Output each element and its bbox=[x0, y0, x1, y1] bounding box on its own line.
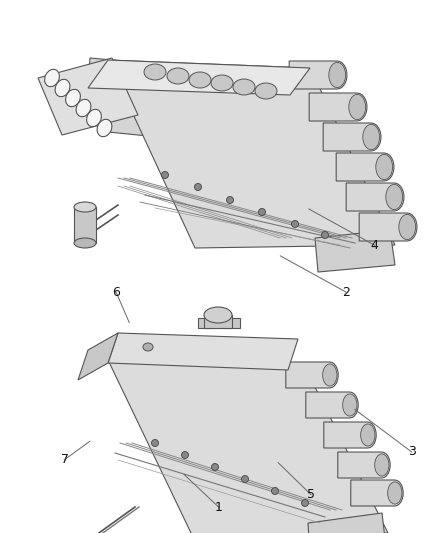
Polygon shape bbox=[346, 183, 404, 211]
Ellipse shape bbox=[376, 155, 392, 180]
Ellipse shape bbox=[323, 364, 337, 386]
Text: 6: 6 bbox=[112, 286, 120, 298]
Polygon shape bbox=[323, 123, 381, 151]
Text: 1: 1 bbox=[215, 501, 223, 514]
Polygon shape bbox=[198, 318, 240, 328]
Ellipse shape bbox=[292, 221, 299, 228]
Polygon shape bbox=[108, 60, 395, 248]
Ellipse shape bbox=[211, 75, 233, 91]
Polygon shape bbox=[286, 362, 338, 388]
Polygon shape bbox=[78, 333, 118, 380]
Polygon shape bbox=[338, 452, 390, 478]
Ellipse shape bbox=[204, 307, 232, 323]
Ellipse shape bbox=[233, 79, 255, 95]
Polygon shape bbox=[88, 58, 240, 145]
Ellipse shape bbox=[388, 482, 402, 504]
Polygon shape bbox=[359, 213, 417, 241]
Ellipse shape bbox=[212, 464, 219, 471]
Polygon shape bbox=[315, 230, 395, 272]
Polygon shape bbox=[336, 153, 394, 181]
Polygon shape bbox=[289, 61, 347, 89]
Ellipse shape bbox=[87, 109, 101, 127]
Text: 4: 4 bbox=[371, 239, 378, 252]
Ellipse shape bbox=[194, 183, 201, 190]
Ellipse shape bbox=[301, 499, 308, 506]
Ellipse shape bbox=[167, 68, 189, 84]
Ellipse shape bbox=[143, 343, 153, 351]
Text: 3: 3 bbox=[408, 446, 416, 458]
Ellipse shape bbox=[272, 488, 279, 495]
Ellipse shape bbox=[189, 72, 211, 88]
Polygon shape bbox=[108, 333, 298, 370]
Polygon shape bbox=[306, 392, 358, 418]
Ellipse shape bbox=[343, 394, 357, 416]
Text: 2: 2 bbox=[342, 286, 350, 298]
Ellipse shape bbox=[74, 238, 96, 248]
Ellipse shape bbox=[255, 83, 277, 99]
Ellipse shape bbox=[258, 208, 265, 215]
Polygon shape bbox=[74, 207, 96, 243]
Ellipse shape bbox=[97, 119, 112, 136]
Ellipse shape bbox=[162, 172, 169, 179]
Ellipse shape bbox=[399, 214, 416, 240]
Ellipse shape bbox=[321, 231, 328, 238]
Text: 7: 7 bbox=[61, 453, 69, 466]
Ellipse shape bbox=[144, 64, 166, 80]
Ellipse shape bbox=[152, 440, 159, 447]
Ellipse shape bbox=[360, 424, 375, 446]
Ellipse shape bbox=[386, 184, 403, 209]
Polygon shape bbox=[309, 93, 367, 121]
Text: 5: 5 bbox=[307, 488, 315, 501]
Ellipse shape bbox=[329, 62, 346, 87]
Ellipse shape bbox=[45, 69, 60, 87]
Polygon shape bbox=[88, 60, 310, 95]
Polygon shape bbox=[351, 480, 403, 506]
Ellipse shape bbox=[76, 99, 91, 117]
Ellipse shape bbox=[74, 202, 96, 212]
Ellipse shape bbox=[55, 79, 70, 96]
Ellipse shape bbox=[181, 451, 188, 458]
Ellipse shape bbox=[374, 454, 389, 476]
Ellipse shape bbox=[66, 90, 81, 107]
Polygon shape bbox=[38, 58, 138, 135]
Ellipse shape bbox=[226, 197, 233, 204]
Ellipse shape bbox=[349, 94, 366, 119]
Polygon shape bbox=[308, 513, 386, 533]
Ellipse shape bbox=[241, 475, 248, 482]
Polygon shape bbox=[324, 422, 376, 448]
Ellipse shape bbox=[363, 124, 380, 150]
Polygon shape bbox=[108, 360, 388, 533]
Polygon shape bbox=[204, 315, 232, 328]
